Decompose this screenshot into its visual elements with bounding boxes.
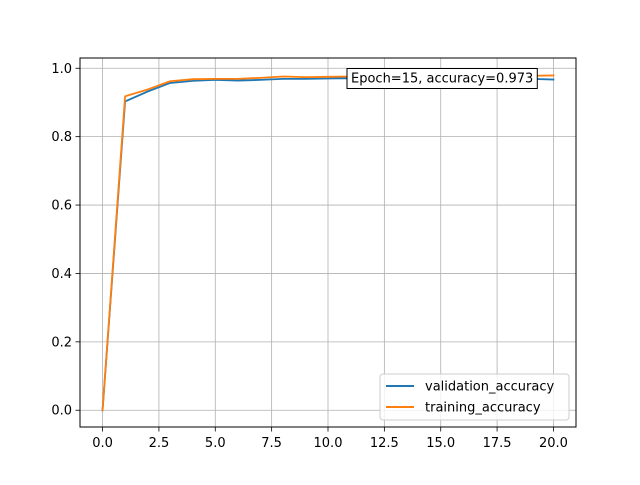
y-tick-label: 0.2 [51,335,72,350]
x-tick-label: 7.5 [261,436,282,451]
x-tick-label: 17.5 [483,436,512,451]
annotation-box: Epoch=15, accuracy=0.973 [346,68,538,89]
legend: validation_accuracy training_accuracy [379,373,570,421]
x-tick-label: 5.0 [205,436,226,451]
y-tick-label: 0.0 [51,404,72,419]
x-tick-label: 0.0 [92,436,113,451]
x-tick-label: 10.0 [314,436,343,451]
annotation-box-frame [346,68,538,89]
y-tick-label: 0.8 [51,130,72,145]
y-tick-label: 1.0 [51,62,72,77]
legend-entry-training-accuracy: training_accuracy [425,401,541,416]
ticks: 0.0 2.5 5.0 7.5 10.0 12.5 15.0 17.5 20.0 0.0 0.2 0.… [51,62,568,451]
legend-frame [379,373,570,421]
y-tick-label: 0.4 [51,267,72,282]
x-tick-label: 2.5 [149,436,170,451]
annotation-text: Epoch=15, accuracy=0.973 [351,72,533,87]
x-tick-label: 12.5 [370,436,399,451]
y-tick-label: 0.6 [51,199,72,214]
x-tick-label: 20.0 [539,436,568,451]
x-tick-label: 15.0 [426,436,455,451]
legend-entry-validation-accuracy: validation_accuracy [425,380,554,395]
